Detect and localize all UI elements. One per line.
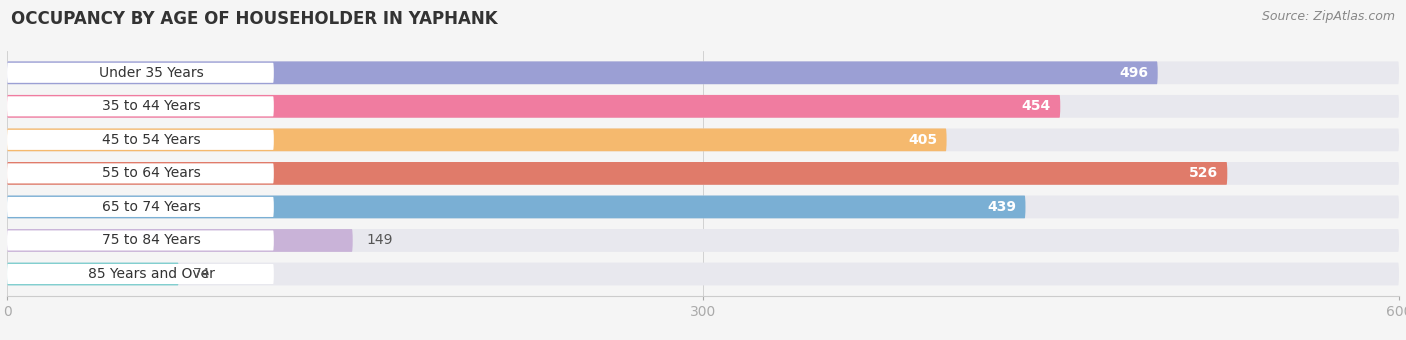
- FancyBboxPatch shape: [7, 231, 274, 251]
- FancyBboxPatch shape: [7, 195, 1399, 218]
- Text: 75 to 84 Years: 75 to 84 Years: [101, 234, 201, 248]
- Text: 526: 526: [1189, 166, 1218, 181]
- FancyBboxPatch shape: [7, 163, 274, 184]
- Text: Source: ZipAtlas.com: Source: ZipAtlas.com: [1261, 10, 1395, 23]
- FancyBboxPatch shape: [7, 95, 1399, 118]
- Text: OCCUPANCY BY AGE OF HOUSEHOLDER IN YAPHANK: OCCUPANCY BY AGE OF HOUSEHOLDER IN YAPHA…: [11, 10, 498, 28]
- FancyBboxPatch shape: [7, 162, 1227, 185]
- Text: 496: 496: [1119, 66, 1149, 80]
- FancyBboxPatch shape: [7, 129, 946, 151]
- Text: 454: 454: [1022, 99, 1050, 113]
- FancyBboxPatch shape: [7, 62, 1399, 84]
- FancyBboxPatch shape: [7, 195, 1025, 218]
- FancyBboxPatch shape: [7, 96, 274, 116]
- FancyBboxPatch shape: [7, 264, 274, 284]
- Text: 74: 74: [193, 267, 209, 281]
- FancyBboxPatch shape: [7, 197, 274, 217]
- FancyBboxPatch shape: [7, 262, 1399, 285]
- Text: 85 Years and Over: 85 Years and Over: [87, 267, 215, 281]
- Text: 65 to 74 Years: 65 to 74 Years: [101, 200, 201, 214]
- Text: 55 to 64 Years: 55 to 64 Years: [101, 166, 201, 181]
- FancyBboxPatch shape: [7, 229, 353, 252]
- FancyBboxPatch shape: [7, 262, 179, 285]
- FancyBboxPatch shape: [7, 162, 1399, 185]
- Text: 149: 149: [367, 234, 394, 248]
- FancyBboxPatch shape: [7, 95, 1060, 118]
- Text: 35 to 44 Years: 35 to 44 Years: [101, 99, 201, 113]
- FancyBboxPatch shape: [7, 229, 1399, 252]
- Text: 439: 439: [987, 200, 1017, 214]
- Text: 405: 405: [908, 133, 938, 147]
- FancyBboxPatch shape: [7, 63, 274, 83]
- Text: Under 35 Years: Under 35 Years: [98, 66, 204, 80]
- FancyBboxPatch shape: [7, 130, 274, 150]
- Text: 45 to 54 Years: 45 to 54 Years: [101, 133, 201, 147]
- FancyBboxPatch shape: [7, 62, 1157, 84]
- FancyBboxPatch shape: [7, 129, 1399, 151]
